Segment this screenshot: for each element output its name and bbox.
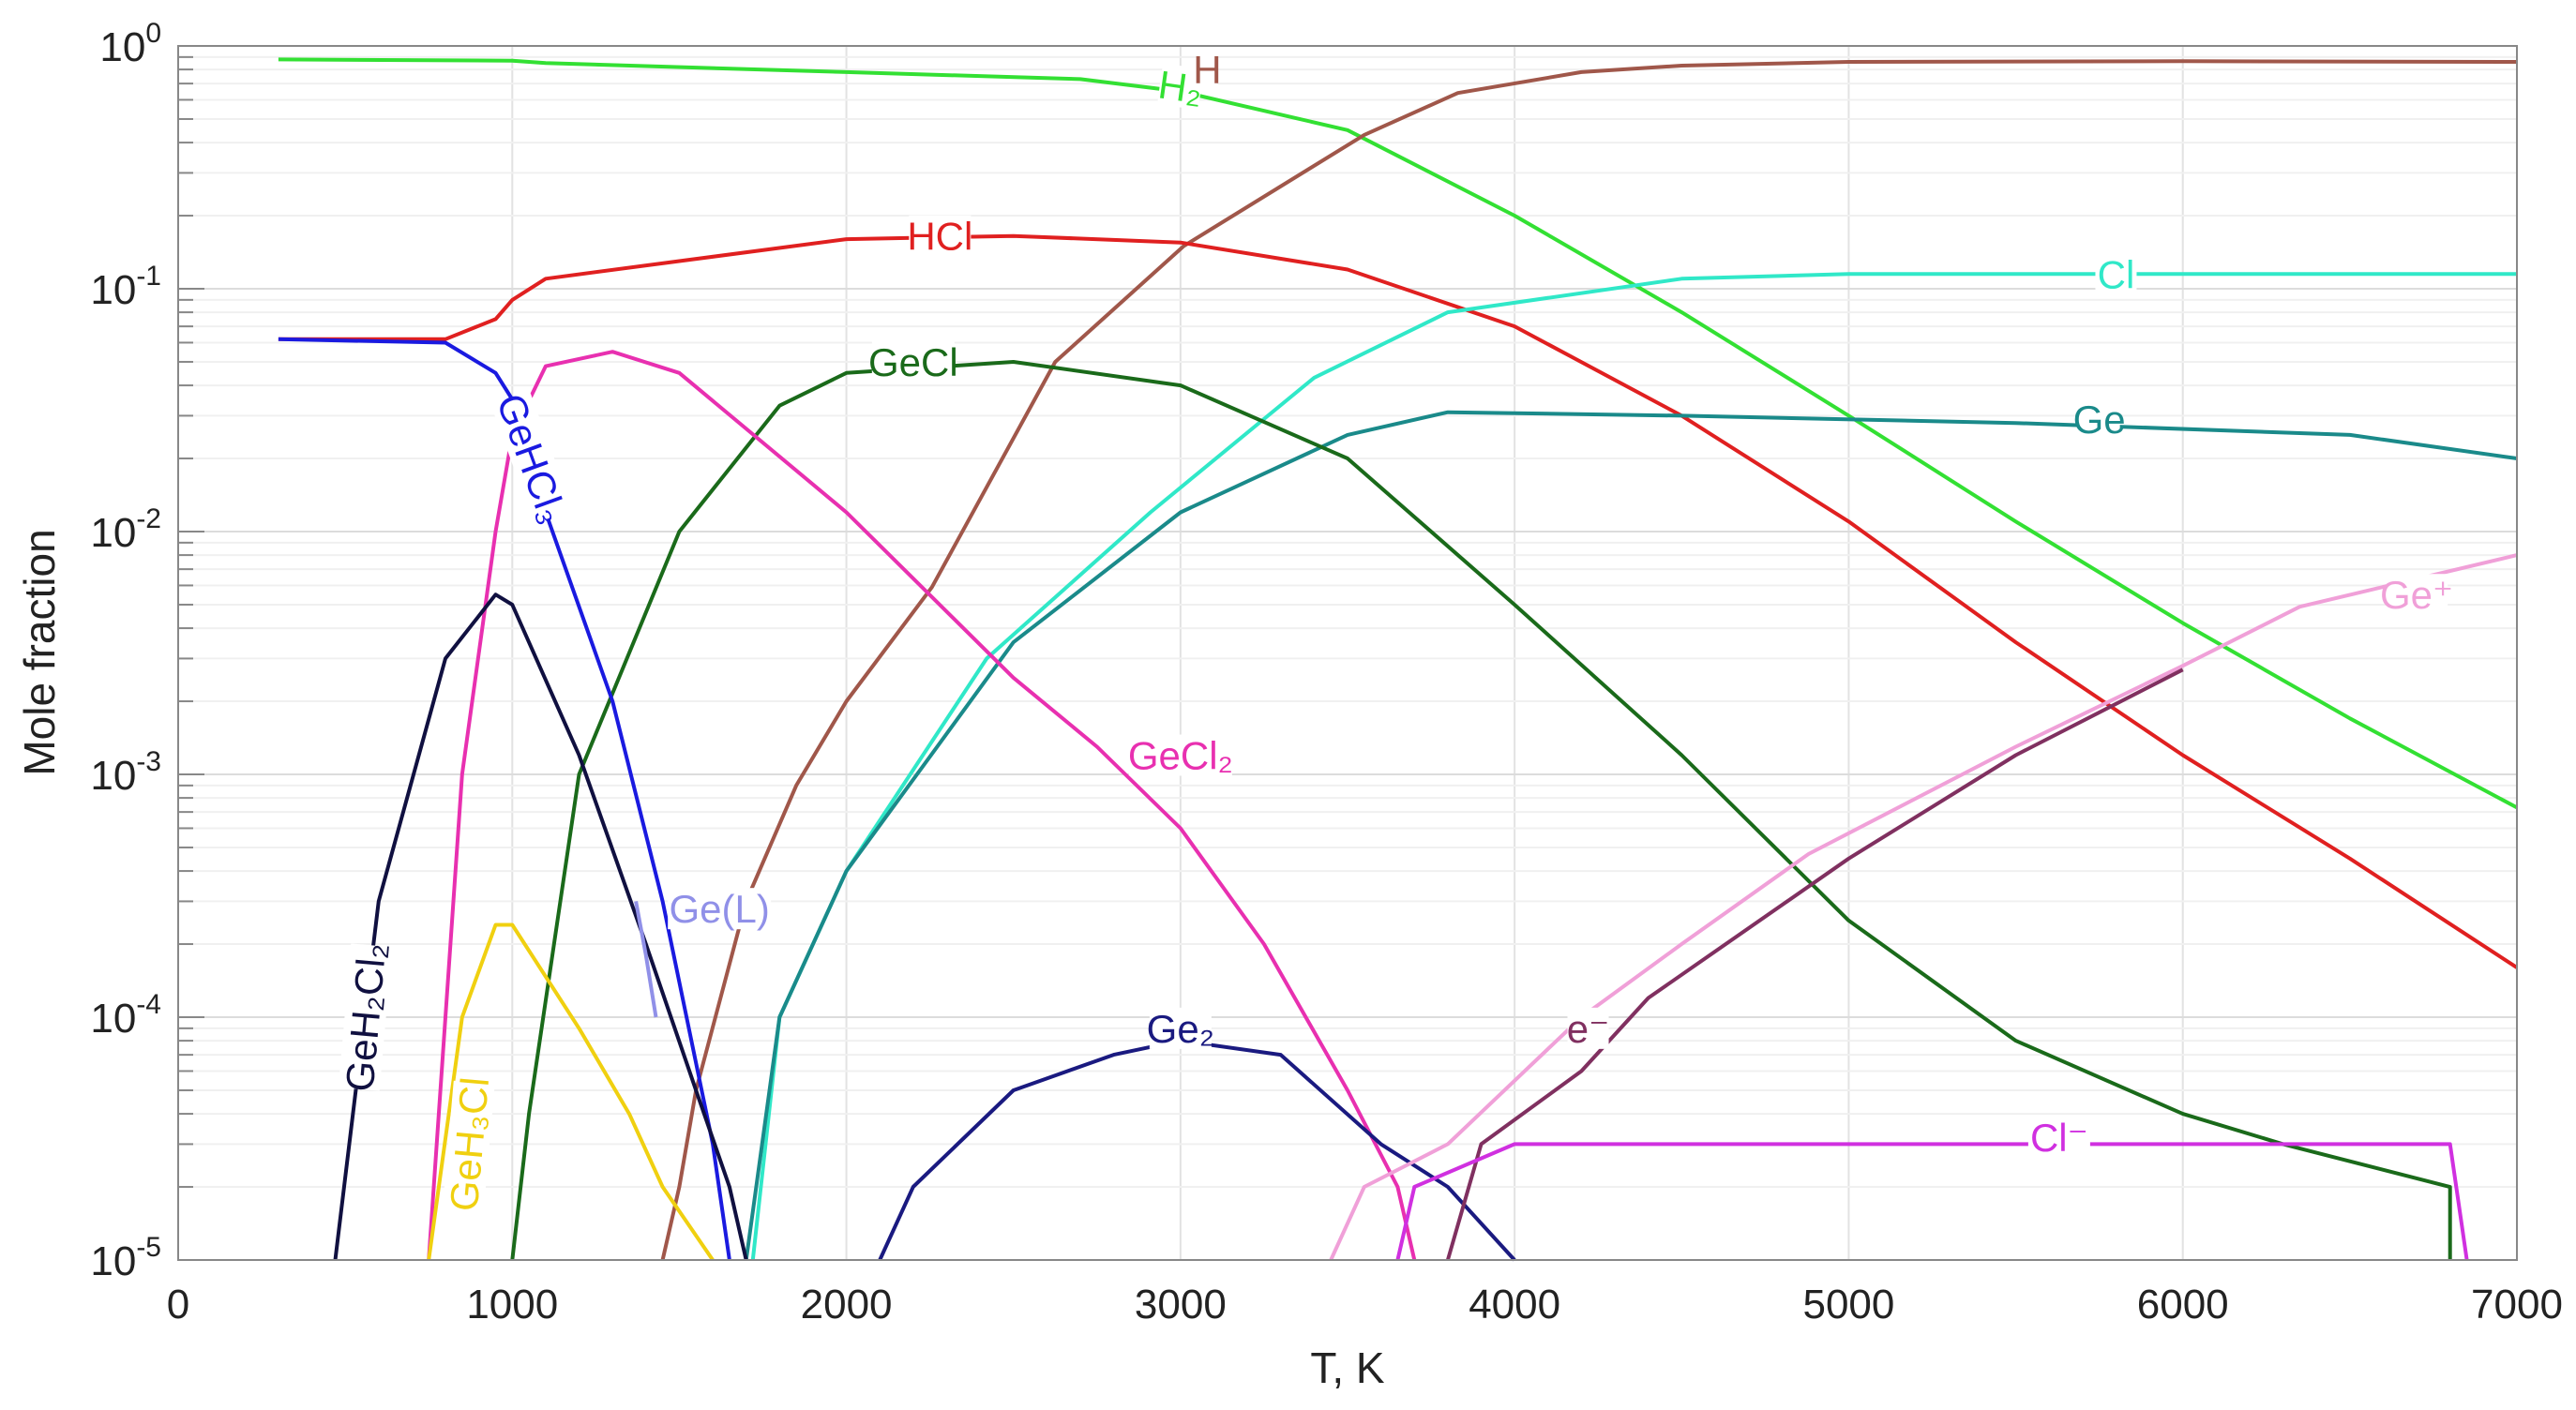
series-line — [634, 901, 658, 1018]
y-tick-label: 10-4 — [90, 989, 161, 1042]
y-tick-exponent: -5 — [136, 1232, 161, 1263]
y-tick-label: 10-1 — [90, 261, 161, 313]
series-label: Cl — [2098, 252, 2135, 296]
series-label-bg — [668, 888, 772, 930]
y-tick-base: 10 — [99, 24, 145, 70]
y-tick-base: 10 — [90, 1238, 136, 1284]
y-tick-base: 10 — [90, 753, 136, 799]
series-label-bg — [443, 1080, 495, 1208]
series-label: Ge — [2073, 398, 2126, 442]
series-label: GeCl₂ — [1128, 733, 1233, 777]
y-tick-label: 100 — [99, 18, 161, 70]
series-label: Ge⁺ — [2380, 573, 2453, 617]
x-tick-label: 1000 — [466, 1282, 558, 1328]
series-line — [1445, 668, 2184, 1261]
series-label-bg — [338, 943, 393, 1091]
y-tick-base: 10 — [90, 510, 136, 556]
y-tick-label: 10-2 — [90, 503, 161, 556]
x-tick-label: 4000 — [1469, 1282, 1560, 1328]
series-label-bg — [2078, 398, 2120, 441]
axis-ticks: 0 1000 2000 3000 4000 5000 6000 700010010-110-2… — [90, 18, 2563, 1328]
series-label-bg — [1197, 49, 1218, 91]
x-tick-label: 7000 — [2471, 1282, 2563, 1328]
series-label: HCl — [907, 215, 972, 259]
y-tick-exponent: -1 — [136, 261, 161, 292]
series-label-bg — [1157, 63, 1204, 111]
series-label-bg — [2386, 574, 2448, 616]
x-axis-label: T, K — [1310, 1343, 1385, 1392]
series-label-bg — [1567, 1007, 1609, 1049]
series-labels: H₂HHClClGeGeClGeCl₂GeHCl₃GeH₂Cl₂GeH₃ClGe… — [338, 48, 2454, 1213]
x-tick-label: 6000 — [2137, 1282, 2229, 1328]
series-label-bg — [871, 340, 955, 382]
series-line — [1395, 1142, 2469, 1261]
series-line — [750, 272, 2517, 1261]
x-tick-label: 0 — [167, 1282, 189, 1328]
series-label-bg — [1128, 734, 1232, 776]
series-label-bg — [491, 393, 573, 524]
series-label: Ge(L) — [670, 887, 770, 931]
series-line — [278, 233, 2519, 969]
y-tick-label: 10-5 — [90, 1232, 161, 1284]
series-label: e⁻ — [1567, 1007, 1610, 1051]
series-label: H — [1193, 48, 1221, 92]
y-tick-exponent: -3 — [136, 746, 161, 777]
y-tick-label: 10-3 — [90, 746, 161, 799]
series-line — [278, 57, 2518, 810]
series-label-bg — [2027, 1117, 2090, 1159]
series-label: Cl⁻ — [2030, 1116, 2088, 1160]
series-line — [744, 410, 2518, 1261]
x-tick-label: 2000 — [801, 1282, 893, 1328]
series-label: Ge₂ — [1147, 1007, 1214, 1051]
series-line — [427, 922, 715, 1262]
series-line — [510, 360, 2452, 1261]
plot-frame — [177, 45, 2518, 1261]
y-axis-label: Mole fraction — [15, 529, 64, 775]
series-line — [878, 1039, 1516, 1262]
series-line — [427, 350, 1417, 1261]
series-label-bg — [909, 215, 972, 257]
x-tick-label: 5000 — [1802, 1282, 1894, 1328]
y-tick-base: 10 — [90, 996, 136, 1042]
y-tick-exponent: 0 — [145, 18, 161, 49]
series-label: GeCl — [868, 340, 958, 384]
y-tick-exponent: -4 — [136, 989, 161, 1020]
y-tick-exponent: -2 — [136, 503, 161, 534]
series-label-bg — [2095, 253, 2137, 295]
y-tick-base: 10 — [90, 267, 136, 313]
series-line — [1329, 553, 2518, 1261]
series-lines — [278, 57, 2519, 1262]
grid — [177, 46, 2518, 1261]
series-label-bg — [1149, 1007, 1212, 1049]
series-line — [333, 592, 748, 1261]
series-line — [660, 59, 2518, 1261]
x-tick-label: 3000 — [1135, 1282, 1227, 1328]
